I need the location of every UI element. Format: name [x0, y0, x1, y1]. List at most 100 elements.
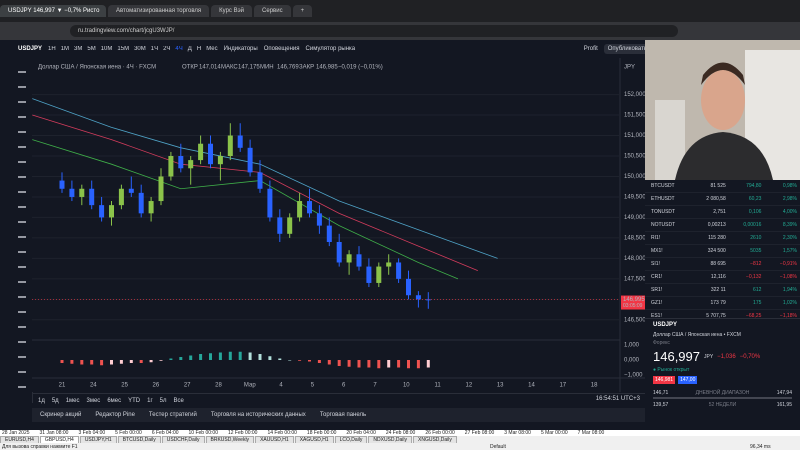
terminal-tab[interactable]: XAUUSD,H1	[255, 436, 294, 443]
time-label: 27	[184, 383, 191, 389]
terminal-tab[interactable]: BRKUSD,Weekly	[205, 436, 255, 443]
browser-tabs: USDJPY 146,997 ▼ −0,7% Ристо Автоматизиро…	[0, 0, 800, 22]
interval[interactable]: 4Ч	[175, 46, 183, 52]
interval[interactable]: Н	[196, 46, 202, 52]
terminal-tab[interactable]: NDXUSD,Daily	[368, 436, 413, 443]
macd-bar	[337, 360, 341, 366]
interval[interactable]: Д	[187, 46, 192, 52]
range-button[interactable]: 6мес	[107, 398, 122, 404]
watchlist-row[interactable]: TONUSDT 2,751 0,106 4,00%	[645, 206, 800, 219]
terminal-tab[interactable]: USDJPY,H1	[79, 436, 117, 443]
interval[interactable]: 1М	[60, 46, 70, 52]
range-button[interactable]: YTD	[128, 398, 141, 404]
wl-last: 0,00213	[707, 222, 726, 228]
terminal-dates: 28 Jan 2025 31 Jan 08:00 3 Feb 04:00 5 Feb …	[0, 430, 800, 436]
macd-bar	[169, 358, 173, 360]
terminal-tab[interactable]: USDCHF,Daily	[161, 436, 205, 443]
profile[interactable]: Profit	[583, 46, 598, 52]
wl-last: 81 525	[710, 183, 726, 189]
macd-bar	[347, 360, 351, 367]
range-button[interactable]: 1г	[147, 398, 153, 404]
macd-bar	[377, 360, 381, 369]
candle-body	[79, 188, 85, 197]
range-button[interactable]: 5л	[159, 398, 167, 404]
macd-bar	[357, 360, 361, 368]
interval[interactable]: 1Ч	[150, 46, 159, 52]
panel-tab[interactable]: Редактор Pine	[95, 412, 135, 418]
macd-bar	[70, 360, 74, 364]
watchlist-row[interactable]: GZ1! 173 79 175 1,02%	[645, 297, 800, 310]
interval[interactable]: 30М	[134, 46, 146, 52]
detail-symbol[interactable]: USDJPY	[653, 322, 678, 328]
terminal-tab[interactable]: GBPUSD,H4	[39, 436, 79, 443]
panel-tab[interactable]: Скринер акций	[40, 412, 82, 418]
wl-change: 2610	[750, 235, 762, 241]
replay-button[interactable]: Симулятор рынка	[305, 46, 356, 52]
range-button[interactable]: 3мес	[86, 398, 101, 404]
terminal-tab[interactable]: EURUSD,H4	[0, 436, 39, 443]
terminal-tab[interactable]: XNGUSD,Daily	[413, 436, 457, 443]
terminal-date: 20 Feb 04:00	[346, 430, 376, 436]
interval[interactable]: 2Ч	[163, 46, 171, 52]
ask: 147,00	[678, 376, 698, 384]
wl-change-pct: 8,39%	[782, 222, 798, 228]
watchlist-row[interactable]: MX1! 324 500 5035 1,57%	[645, 245, 800, 258]
interval[interactable]: Мес	[206, 46, 218, 52]
watchlist-row[interactable]: BTCUSDT 81 525 794,80 0,98%	[645, 180, 800, 193]
terminal-tab[interactable]: BTCUSD,Daily	[117, 436, 161, 443]
panel-tab[interactable]: Торговля на исторических данных	[210, 412, 306, 418]
range-button[interactable]: 5д	[51, 398, 59, 404]
watchlist-row[interactable]: CR1! 12,116 −0,132 −1,08%	[645, 271, 800, 284]
candle-body	[257, 172, 263, 189]
watchlist-row[interactable]: ETHUSDT 2 080,58 60,23 2,98%	[645, 193, 800, 206]
watchlist-row[interactable]: SI1! 88 695 −812 −0,91%	[645, 258, 800, 271]
time-label: 25	[121, 383, 128, 389]
browser-tab[interactable]: +	[292, 5, 313, 17]
terminal-date: 10 Feb 00:00	[188, 430, 218, 436]
panel-tab[interactable]: Тестер стратегий	[148, 412, 197, 418]
wl-change-pct: 0,98%	[782, 183, 798, 189]
browser-tab[interactable]: Автоматизированная торговля	[108, 5, 210, 17]
time-label: 21	[59, 383, 66, 389]
watchlist-row[interactable]: RI1! 115 280 2610 2,30%	[645, 232, 800, 245]
macd-bar	[248, 352, 252, 360]
interval[interactable]: 1Н	[48, 46, 56, 52]
panel-tab[interactable]: Торговая панель	[319, 412, 367, 418]
interval[interactable]: 5М	[87, 46, 96, 52]
watchlist-row[interactable]: SR1! 322 11 612 1,94%	[645, 284, 800, 297]
range-button[interactable]: 1д	[38, 398, 45, 404]
macd-bar	[268, 356, 272, 360]
interval[interactable]: 10М	[100, 46, 113, 52]
terminal-date: 26 Feb 00:00	[425, 430, 455, 436]
terminal-tab[interactable]: XAGUSD,H1	[294, 436, 334, 443]
wl-change: 612	[753, 287, 762, 293]
indicators-button[interactable]: Индикаторы	[223, 46, 258, 52]
price-tick-label: 150,500	[624, 154, 645, 160]
alerts-button[interactable]: Оповещения	[263, 46, 300, 52]
terminal-date: 3 Mar 08:00	[504, 430, 531, 436]
day-high: 147,94	[776, 390, 792, 396]
range-button[interactable]: Все	[173, 398, 184, 404]
terminal-date: 18 Feb 00:00	[306, 430, 337, 436]
macd-bar	[367, 360, 371, 368]
wl-symbol: SI1!	[651, 261, 660, 267]
url[interactable]: ru.tradingview.com/chart/jcgU3WJP/	[70, 25, 678, 37]
browser-tab[interactable]: Курс Вэй	[211, 5, 253, 17]
macd-bar	[387, 360, 391, 368]
terminal-date: 7 Mar 08:00	[577, 430, 605, 436]
browser-tab[interactable]: USDJPY 146,997 ▼ −0,7% Ристо	[0, 5, 106, 17]
browser-tab[interactable]: Сервис	[254, 5, 291, 17]
publish-button[interactable]: Опубликовать	[603, 44, 651, 54]
osc-tick-label: 1,000	[624, 343, 640, 349]
interval[interactable]: 15М	[117, 46, 130, 52]
range-button[interactable]: 1мес	[65, 398, 80, 404]
interval[interactable]: 3М	[74, 46, 83, 52]
terminal-tab[interactable]: LCO,Daily	[334, 436, 368, 443]
symbol[interactable]: USDJPY	[18, 46, 43, 52]
candle-body	[198, 143, 204, 161]
webcam-image	[645, 40, 800, 180]
terminal-date: 14 Feb 00:00	[267, 430, 297, 436]
watchlist-row[interactable]: NOTUSDT 0,00213 0,00016 8,39%	[645, 219, 800, 232]
terminal-date: 31 Jan 08:00	[39, 430, 69, 436]
wl-last: 173 79	[710, 300, 726, 306]
